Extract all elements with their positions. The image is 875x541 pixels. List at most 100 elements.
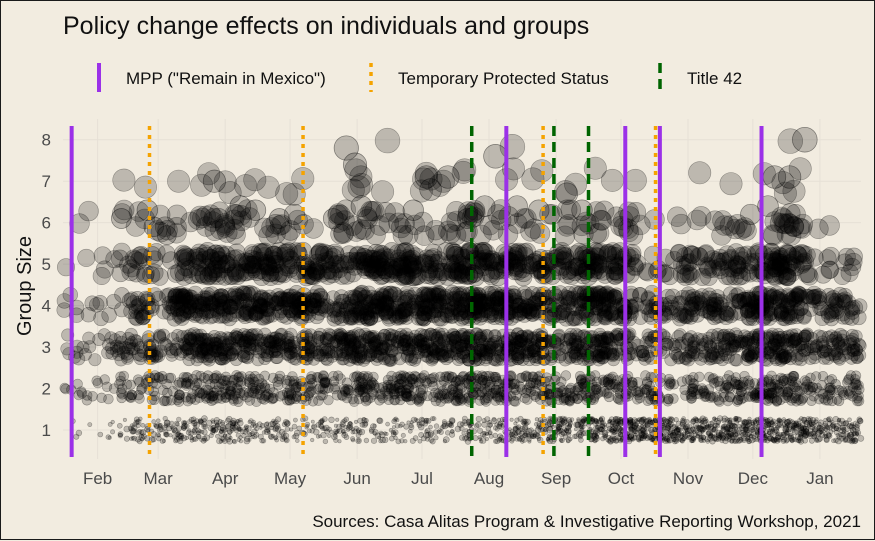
data-point <box>600 286 615 301</box>
data-point <box>636 420 640 424</box>
data-point <box>528 345 540 357</box>
data-point <box>236 433 241 438</box>
data-point <box>851 434 854 437</box>
data-point <box>114 331 126 343</box>
data-point <box>691 439 695 443</box>
legend-label-0: MPP ("Remain in Mexico") <box>126 69 326 88</box>
data-point <box>191 417 196 422</box>
data-point <box>566 429 571 434</box>
data-point <box>846 371 856 381</box>
data-point <box>783 430 787 434</box>
data-point <box>404 439 408 443</box>
data-point <box>744 380 754 390</box>
data-point <box>518 416 523 421</box>
legend-label-1: Temporary Protected Status <box>398 69 609 88</box>
data-point <box>356 438 362 444</box>
data-point <box>139 435 145 441</box>
data-point <box>591 382 601 392</box>
data-point <box>395 424 400 429</box>
data-point <box>110 430 114 434</box>
data-point <box>688 425 692 429</box>
data-point <box>401 388 411 398</box>
data-point <box>238 427 242 431</box>
data-point <box>358 418 363 423</box>
data-point <box>599 427 604 432</box>
data-point <box>293 418 297 422</box>
data-point <box>797 436 802 441</box>
data-point <box>98 432 103 437</box>
data-point <box>251 422 255 426</box>
data-point <box>642 350 654 362</box>
data-point <box>233 377 243 387</box>
data-point <box>854 349 866 361</box>
data-point <box>762 330 774 342</box>
data-point <box>785 423 789 427</box>
data-point <box>492 350 504 362</box>
data-point <box>267 431 270 434</box>
data-point <box>221 380 231 390</box>
data-point <box>288 340 300 352</box>
data-point <box>152 420 156 424</box>
data-point <box>448 423 452 427</box>
data-point <box>417 422 422 427</box>
data-point <box>602 389 612 399</box>
data-point <box>476 422 482 428</box>
data-point <box>708 425 711 428</box>
data-point <box>607 439 611 443</box>
data-point <box>593 350 605 362</box>
data-point <box>489 434 493 438</box>
data-point <box>599 417 602 420</box>
data-point <box>799 330 811 342</box>
data-point <box>158 423 162 427</box>
data-point <box>432 417 436 421</box>
data-point <box>217 438 223 444</box>
data-point <box>539 290 554 305</box>
data-point <box>292 391 302 401</box>
data-point <box>290 428 293 431</box>
data-point <box>196 371 206 381</box>
data-point <box>482 422 488 428</box>
data-point <box>710 421 715 426</box>
data-point <box>311 424 316 429</box>
data-point <box>619 417 623 421</box>
data-point <box>786 419 790 423</box>
data-point <box>824 437 829 442</box>
data-point <box>485 382 495 392</box>
data-point <box>94 311 109 326</box>
data-point <box>154 331 166 343</box>
data-point <box>803 434 808 439</box>
data-point <box>738 424 742 428</box>
data-point <box>465 429 468 432</box>
data-point <box>78 249 95 266</box>
legend-label-2: Title 42 <box>687 69 742 88</box>
data-point <box>324 329 336 341</box>
data-point <box>668 421 673 426</box>
data-point <box>347 290 362 305</box>
data-point <box>744 348 756 360</box>
data-point <box>706 439 710 443</box>
data-point <box>613 428 616 431</box>
data-point <box>225 424 229 428</box>
data-point <box>546 437 550 441</box>
data-point <box>140 429 146 435</box>
data-point <box>193 308 208 323</box>
data-point <box>702 439 706 443</box>
data-point <box>156 419 160 423</box>
data-point <box>158 374 168 384</box>
data-point <box>290 353 302 365</box>
data-point <box>371 438 377 444</box>
data-point <box>323 439 328 444</box>
data-point <box>329 430 333 434</box>
data-point <box>524 305 539 320</box>
data-point <box>250 371 260 381</box>
data-point <box>844 431 849 436</box>
data-point <box>803 426 807 430</box>
data-point <box>575 422 581 428</box>
data-point <box>477 428 483 434</box>
data-point <box>428 351 440 363</box>
data-point <box>750 427 755 432</box>
data-point <box>443 439 447 443</box>
legend: MPP ("Remain in Mexico") Temporary Protec… <box>99 63 742 92</box>
data-point <box>239 440 242 443</box>
data-point <box>837 428 841 432</box>
